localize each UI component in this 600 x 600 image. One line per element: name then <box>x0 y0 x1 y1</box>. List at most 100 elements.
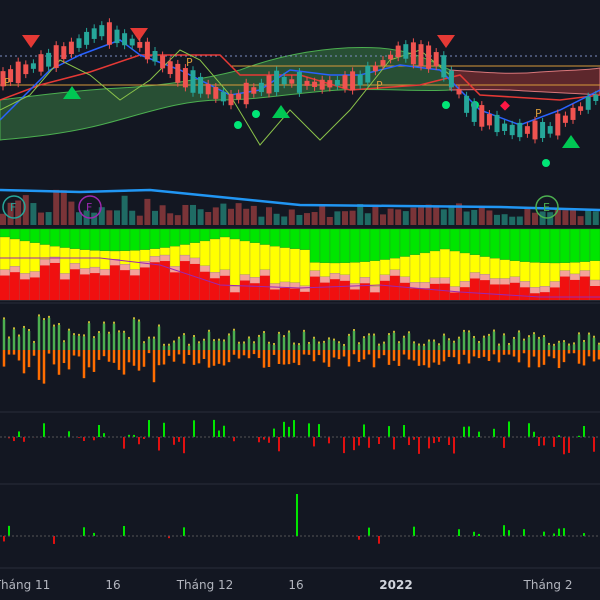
stack-green <box>429 228 441 252</box>
candle-body <box>578 106 584 111</box>
stack-red <box>440 283 450 300</box>
signal-diamond <box>500 100 510 111</box>
x-axis-label: Tháng 12 <box>176 578 234 592</box>
volume-bar <box>250 205 257 225</box>
candle-body <box>312 81 318 87</box>
candle-body <box>198 76 204 94</box>
volume-bar <box>68 201 75 225</box>
stack-red <box>380 280 390 300</box>
marker-p: P <box>376 79 383 92</box>
candle-body <box>585 96 591 110</box>
buy-signal <box>272 105 290 118</box>
candle-body <box>494 114 500 133</box>
candle-body <box>509 124 515 136</box>
volume-bar <box>372 204 379 225</box>
stack-green <box>309 228 321 263</box>
candle-body <box>532 120 538 140</box>
volume-bar <box>524 207 531 225</box>
stack-red <box>340 280 350 300</box>
stack-green <box>389 228 401 259</box>
badge <box>2 195 26 219</box>
stack-green <box>459 228 471 254</box>
stack-green <box>359 228 371 262</box>
stack-red <box>200 271 210 300</box>
sell-signal <box>130 28 148 41</box>
stack-green <box>569 228 581 263</box>
candle-body <box>175 63 181 83</box>
volume-bar <box>471 209 478 225</box>
stack-green <box>439 228 451 250</box>
volume-bar <box>197 209 204 225</box>
lagging-line <box>0 49 451 146</box>
stack-red <box>120 270 130 300</box>
candle-body <box>84 31 90 45</box>
conversion-line <box>0 39 600 126</box>
stack-red <box>430 283 440 300</box>
candle-body <box>524 126 530 134</box>
stack-green <box>269 228 281 247</box>
volume-bar <box>76 212 82 225</box>
volume-bar <box>494 214 500 225</box>
stack-green <box>419 228 431 254</box>
stack-red <box>590 286 600 300</box>
candle-body <box>15 61 21 84</box>
candle-body <box>403 44 409 59</box>
candle-body <box>350 71 356 91</box>
stack-green <box>499 228 511 260</box>
volume-bar <box>53 189 60 225</box>
stack-red <box>20 279 30 300</box>
candle-body <box>61 46 67 60</box>
stack-red <box>310 276 320 300</box>
volume-bar <box>456 203 462 225</box>
stack-red <box>210 278 220 300</box>
volume-bar <box>114 210 120 225</box>
stack-red <box>250 283 260 300</box>
candle-body <box>0 71 6 87</box>
volume-bar <box>98 207 105 225</box>
stack-red <box>240 280 250 300</box>
stack-green <box>29 228 41 243</box>
candle-body <box>433 52 439 67</box>
volume-bar <box>395 209 402 225</box>
stack-red <box>90 273 100 300</box>
stack-green <box>409 228 421 255</box>
stack-green <box>199 228 211 242</box>
stack-red <box>320 282 330 300</box>
candle-body <box>76 38 82 48</box>
stack-green <box>239 228 251 242</box>
candle-body <box>410 42 416 65</box>
stack-red <box>150 262 160 300</box>
candle-body <box>46 52 52 67</box>
candle-body <box>91 28 97 39</box>
stack-green <box>229 228 241 240</box>
stack-red <box>70 269 80 300</box>
volume-bar <box>136 215 143 225</box>
stack-green <box>579 228 591 262</box>
stack-red <box>480 280 490 300</box>
marker-f: F <box>86 201 92 214</box>
volume-bar <box>45 212 52 225</box>
candle-body <box>426 45 432 69</box>
candle-body <box>258 82 264 93</box>
stack-red <box>360 283 370 300</box>
stack-green <box>299 228 311 250</box>
candle-body <box>388 54 394 60</box>
volume-bar <box>509 216 516 225</box>
volume-bar <box>22 195 29 225</box>
stack-red <box>580 276 590 300</box>
candle-body <box>114 29 120 44</box>
candle-body <box>228 94 234 106</box>
stack-red <box>280 287 290 300</box>
candle-body <box>395 45 401 58</box>
volume-bar <box>402 211 409 225</box>
candle-body <box>243 82 249 105</box>
stack-green <box>519 228 531 262</box>
stack-green <box>109 228 121 252</box>
volume-bar <box>273 213 280 225</box>
candle-body <box>319 79 325 90</box>
candle-body <box>144 41 150 60</box>
candle-body <box>464 95 470 113</box>
volume-bar <box>228 208 234 225</box>
volume-bar <box>349 210 356 225</box>
